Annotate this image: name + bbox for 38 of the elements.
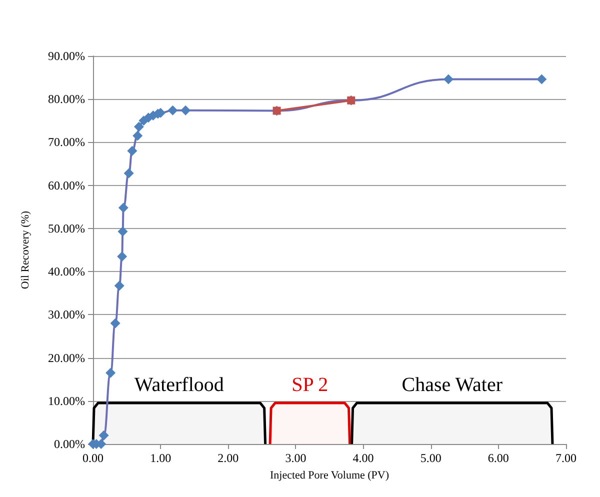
point xyxy=(127,146,138,156)
y-tick-label: 70.00% xyxy=(48,135,85,150)
point xyxy=(118,226,128,236)
point xyxy=(168,105,178,116)
y-tick-label: 10.00% xyxy=(48,394,85,408)
x-tick-label: 0.00 xyxy=(82,451,104,465)
point xyxy=(114,280,124,291)
point xyxy=(118,202,128,213)
y-tick-label: 20.00% xyxy=(48,350,85,365)
y-tick-label: 80.00% xyxy=(48,92,85,106)
y-tick-label: 40.00% xyxy=(48,264,85,279)
y-tick-label: 30.00% xyxy=(48,308,85,322)
point xyxy=(117,251,128,262)
y-tick-label: 90.00% xyxy=(48,49,85,63)
x-tick-label: 1.00 xyxy=(150,451,172,465)
point xyxy=(132,130,143,141)
point xyxy=(106,368,116,378)
x-tick-label: 3.00 xyxy=(285,451,306,465)
point xyxy=(443,74,454,84)
y-tick-label: 50.00% xyxy=(48,221,85,236)
band-label: SP 2 xyxy=(292,374,328,396)
x-tick-label: 5.00 xyxy=(420,451,442,465)
y-tick-label: 0.00% xyxy=(54,437,85,451)
x-axis-title: Injected Pore Volume (PV) xyxy=(270,470,390,482)
point xyxy=(124,168,134,178)
y-axis-title: Oil Recovery (%) xyxy=(20,210,32,290)
point xyxy=(536,74,547,84)
point xyxy=(180,105,191,116)
y-tick-label: 60.00% xyxy=(48,178,85,192)
band-label: Waterflood xyxy=(134,374,224,396)
band-label: Chase Water xyxy=(402,374,503,396)
point xyxy=(98,430,109,440)
point xyxy=(134,122,144,132)
x-tick-label: 4.00 xyxy=(352,451,374,465)
x-tick-label: 2.00 xyxy=(218,451,239,465)
x-tick-label: 7.00 xyxy=(556,451,576,465)
point xyxy=(110,318,120,328)
x-tick-label: 6.00 xyxy=(488,451,509,465)
